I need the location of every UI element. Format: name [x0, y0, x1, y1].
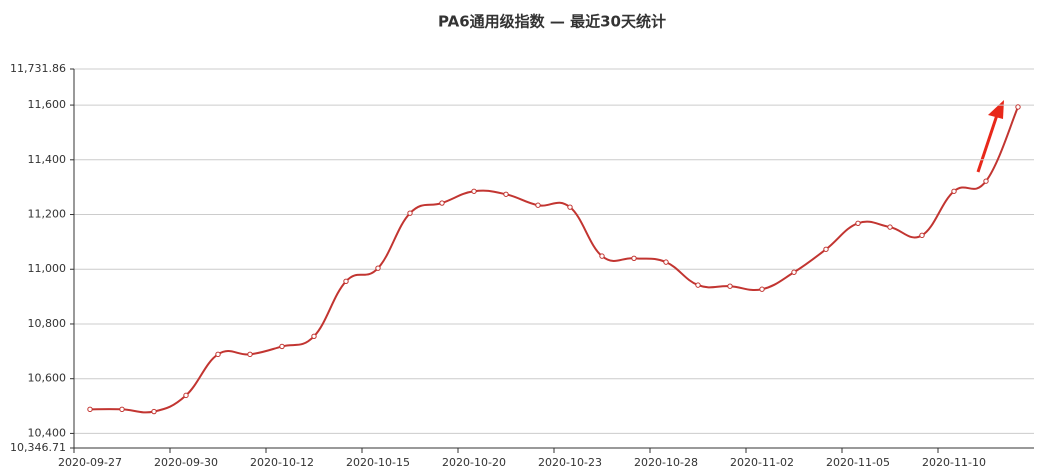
point: [471, 188, 477, 194]
y-tick-label: 11,200: [28, 208, 67, 221]
point: [951, 188, 957, 194]
point: [919, 232, 925, 239]
x-tick-label: 2020-11-10: [922, 456, 986, 469]
point: [823, 246, 829, 252]
x-tick-label: 2020-10-20: [442, 456, 506, 469]
y-tick-label: 11,000: [28, 262, 67, 275]
point: [183, 392, 189, 399]
point: [887, 224, 893, 230]
x-tick-label: 2020-09-27: [58, 456, 122, 469]
arrow: [976, 100, 1004, 173]
x-tick-label: 2020-10-23: [538, 456, 602, 469]
point: [663, 259, 669, 265]
point: [119, 406, 125, 413]
chart-title: PA6通用级指数 — 最近30天统计: [438, 13, 666, 31]
point: [631, 255, 637, 262]
point: [311, 333, 317, 339]
point: [279, 343, 285, 350]
y-tick-label: 11,400: [28, 153, 67, 166]
y-tick-label: 11,600: [28, 98, 67, 111]
point: [535, 202, 541, 208]
point: [727, 283, 733, 289]
point: [983, 178, 989, 184]
point: [439, 200, 445, 206]
point: [151, 408, 157, 415]
point: [855, 220, 861, 226]
point: [407, 210, 413, 216]
x-tick-label: 2020-11-05: [826, 456, 890, 469]
point: [343, 278, 349, 284]
point: [375, 265, 381, 271]
point: [503, 191, 509, 197]
x-tick-label: 2020-10-12: [250, 456, 314, 469]
x-tick-label: 2020-10-28: [634, 456, 698, 469]
line: [89, 106, 1019, 414]
point: [567, 204, 573, 210]
point: [1015, 104, 1021, 110]
point: [759, 286, 765, 292]
arrow-shaft: [976, 111, 1000, 173]
point: [791, 269, 797, 275]
point: [215, 351, 221, 358]
x-tick-label: 2020-10-15: [346, 456, 410, 469]
y-tick-label: 10,346.71: [10, 441, 66, 454]
arrow-head: [988, 100, 1004, 119]
point: [247, 351, 253, 358]
point: [695, 282, 701, 288]
y-tick-label: 11,731.86: [10, 62, 66, 75]
point: [599, 253, 605, 259]
point: [87, 406, 93, 413]
y-tick-label: 10,800: [28, 317, 67, 330]
x-tick-label: 2020-09-30: [154, 456, 218, 469]
y-tick-label: 10,600: [28, 372, 67, 385]
y-tick-label: 10,400: [28, 426, 67, 439]
x-tick-label: 2020-11-02: [730, 456, 794, 469]
